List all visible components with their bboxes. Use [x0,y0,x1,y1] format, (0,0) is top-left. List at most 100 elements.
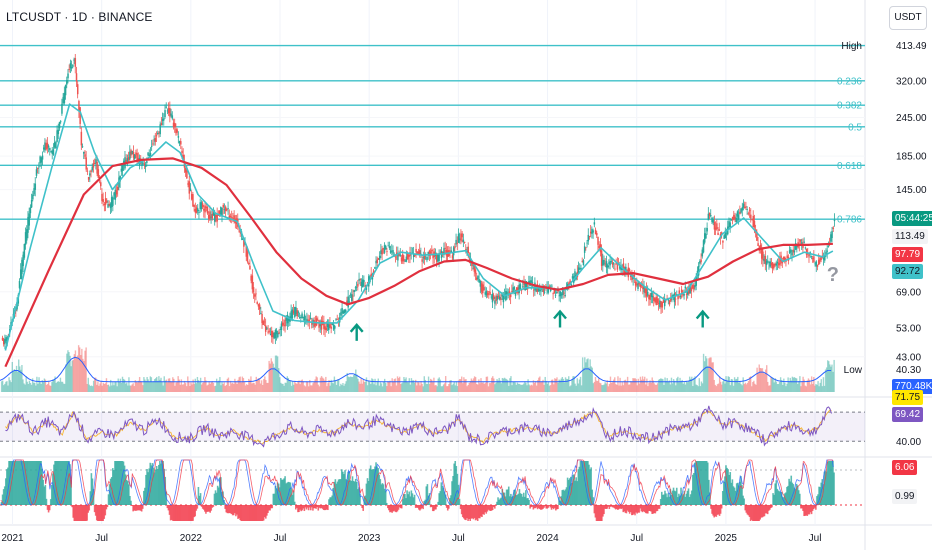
time-axis[interactable]: 2021 Jul 2022 Jul 2023 Jul 2024 Jul 2025 Jul [1,533,821,544]
candle-body [689,284,691,294]
volume-bar [96,384,98,392]
volume-bar [430,378,432,392]
volume-bar [104,383,107,392]
osc-bar [284,476,286,505]
volume-bar [478,379,480,392]
candle-body [437,253,439,262]
volume-bar [551,379,554,392]
volume-bar [28,380,31,392]
volume-bar [696,385,698,392]
osc-bar [455,465,458,505]
osc-bar [685,493,688,505]
osc-bar [556,505,558,510]
osc-bar [79,505,82,521]
osc-bar [251,505,253,521]
osc-bar [767,505,770,511]
osc-bar [462,505,465,519]
candle-body [277,332,279,338]
volume-bar [351,376,354,392]
currency-selector[interactable]: USDT [889,6,927,30]
osc-bar [619,505,621,509]
candle-body [539,289,541,292]
osc-bar [499,498,501,505]
candle-body [273,332,275,339]
candle-body [352,295,354,297]
volume-bar [7,385,9,392]
osc-bar [664,490,666,505]
volume-bar [235,381,237,392]
osc-bar [9,461,11,505]
volume-bar [303,385,306,392]
candle-body [150,146,153,147]
osc-bar [240,505,243,521]
candle-body [106,200,108,203]
osc-bar [601,505,603,521]
candle-body [83,151,85,154]
volume-bar [267,382,269,392]
volume-bar [573,376,575,392]
volume-bar [350,376,353,392]
osc-bar [804,505,806,516]
volume-bar [450,380,452,392]
volume-bar [378,385,381,392]
osc-bar [492,505,495,507]
osc-bar [605,505,607,510]
volume-bar [226,378,229,392]
volume-bar [487,386,490,392]
candle-body [746,209,748,210]
candle-body [148,154,151,156]
osc-bar [683,490,686,505]
candle-body [693,285,695,290]
osc-bar [833,472,835,505]
osc-bar [553,505,556,508]
candle-body [29,207,32,214]
candle-body [582,260,585,266]
osc-bar [196,505,199,509]
volume-bar [197,380,200,392]
symbol-title[interactable]: LTCUSDT · 1D · BINANCE [6,10,153,24]
volume-bar [721,384,723,392]
candle-body [165,106,168,108]
candle-body [200,202,203,210]
volume-bar [358,381,360,392]
volume-bar [744,382,747,392]
volume-bar [53,379,55,392]
osc-bar [624,505,627,513]
volume-bar [60,381,63,392]
candle-body [317,319,319,321]
candle-body [155,135,158,137]
volume-bar [776,383,779,392]
volume-bar [496,379,498,392]
candle-body [792,249,795,253]
volume-bar [488,383,491,392]
osc-bar [422,505,424,510]
volume-bar [770,376,772,392]
volume-bar [706,358,708,392]
osc-bar [217,487,220,505]
osc-bar [100,505,102,521]
volume-bar [82,358,84,392]
candle-body [426,256,428,261]
volume-bar [574,383,576,392]
volume-bar [813,376,815,392]
candle-body [628,269,631,272]
candle-body [203,209,205,211]
volume-bar [766,365,768,392]
volume-bar [120,382,123,392]
volume-bar [89,385,92,392]
osc-bar [711,505,713,514]
candle-body [417,251,420,255]
volume-bar [41,380,43,392]
candle-body [545,285,547,287]
osc-bar [644,505,647,514]
osc-bar [754,505,756,521]
volume-bar [87,377,89,392]
volume-bar [810,376,813,392]
candle-body [394,256,397,258]
price-axis[interactable]: 413.49320.00245.00185.00145.0069.0053.00… [896,41,927,448]
osc-bar [145,474,147,505]
osc-bar [256,505,259,521]
volume-bar [806,380,809,392]
osc-bar [483,505,485,515]
